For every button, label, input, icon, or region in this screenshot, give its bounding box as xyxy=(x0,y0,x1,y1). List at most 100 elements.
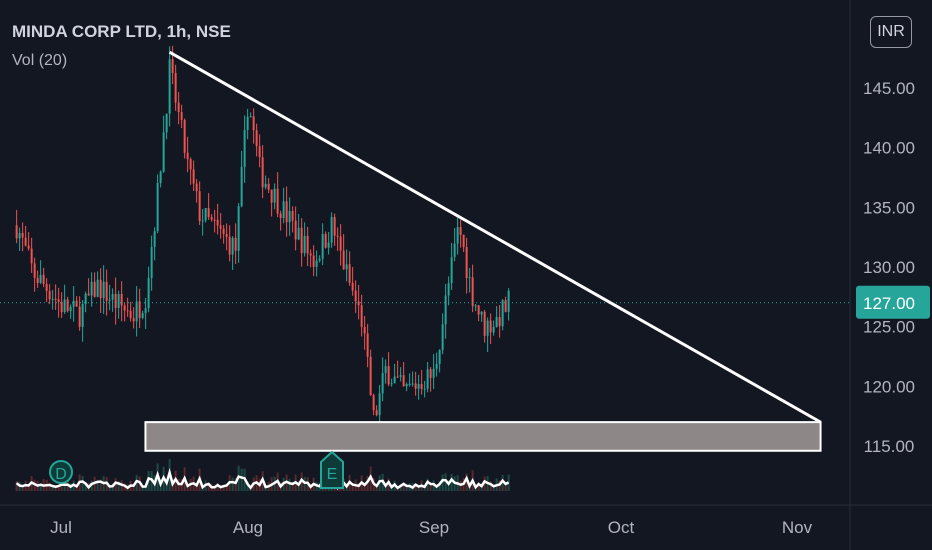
candle-body xyxy=(144,308,147,314)
candle-body xyxy=(225,233,228,237)
price-axis: 145.00 140.00 135.00 130.00 125.00 120.00 115.… xyxy=(849,0,930,550)
candle-body xyxy=(156,182,159,232)
candle-body xyxy=(414,383,417,389)
candle-body xyxy=(357,301,360,306)
candle-body xyxy=(426,369,429,389)
candle-body xyxy=(420,383,423,389)
candle-body xyxy=(462,234,465,248)
candle-body xyxy=(18,232,21,239)
candle-body xyxy=(327,242,330,248)
volume-bar xyxy=(414,483,417,491)
candle-body xyxy=(312,255,315,267)
candle-body xyxy=(351,282,354,291)
volume-bar xyxy=(504,482,507,491)
volume-bar xyxy=(81,476,84,491)
volume-bar xyxy=(51,487,54,491)
candle-body xyxy=(303,235,306,254)
price-tick-label: 135.00 xyxy=(863,198,915,217)
event-marker-label: D xyxy=(55,466,67,483)
candle-body xyxy=(117,294,120,308)
candle-body xyxy=(258,146,261,158)
candle-body xyxy=(405,384,408,387)
candle-body xyxy=(495,317,498,328)
last-price-badge xyxy=(856,285,930,319)
candle-body xyxy=(108,299,111,301)
candle-body xyxy=(390,383,393,385)
candle-body xyxy=(336,235,339,237)
last-price-label: 127.00 xyxy=(863,294,915,313)
volume-bar xyxy=(399,485,402,491)
candle-body xyxy=(423,388,426,390)
candle-body xyxy=(165,113,168,133)
event-marker-d[interactable]: D xyxy=(49,460,73,484)
volume-bar xyxy=(444,473,447,491)
volume-bar xyxy=(216,482,219,491)
candle-body xyxy=(444,295,447,325)
candle-body xyxy=(72,300,75,307)
currency-button[interactable]: INR xyxy=(870,16,912,48)
volume-indicator-label[interactable]: Vol (20) xyxy=(12,52,68,69)
candle-body xyxy=(69,306,72,312)
candle-body xyxy=(384,366,387,374)
time-tick-label: Oct xyxy=(608,518,635,537)
support-zone-rectangle[interactable] xyxy=(144,421,822,452)
candle-body xyxy=(381,373,384,394)
volume-bar xyxy=(108,486,111,491)
candle-body xyxy=(90,281,93,296)
candle-body xyxy=(231,237,234,255)
candle-body xyxy=(372,395,375,411)
volume-bar xyxy=(114,478,117,491)
candle-body xyxy=(240,166,243,207)
candle-body xyxy=(261,157,264,188)
descending-trendline[interactable] xyxy=(168,50,822,424)
candle-body xyxy=(447,283,450,296)
symbol-title[interactable]: MINDA CORP LTD, 1h, NSE xyxy=(12,22,231,41)
candle-body xyxy=(306,235,309,254)
volume-bar xyxy=(144,485,147,491)
volume-bar xyxy=(366,476,369,491)
candle-body xyxy=(111,294,114,300)
candle-body xyxy=(141,313,144,318)
volume-bar xyxy=(21,485,24,491)
time-tick-label: Sep xyxy=(419,518,449,537)
candle-body xyxy=(39,274,42,283)
candle-body xyxy=(399,375,402,377)
candle-body xyxy=(21,232,24,238)
candle-body xyxy=(267,183,270,190)
volume-bar xyxy=(99,479,102,491)
candle-body xyxy=(147,277,150,309)
candle-body xyxy=(132,318,135,322)
volume-bar xyxy=(435,486,438,491)
candle-body xyxy=(318,258,321,261)
volume-bar xyxy=(501,474,504,491)
candle-body xyxy=(486,320,489,336)
candle-body xyxy=(213,219,216,221)
candle-body xyxy=(129,310,132,319)
drawing-overlays[interactable] xyxy=(0,50,850,452)
event-marker-e[interactable]: E xyxy=(320,450,344,489)
volume-series xyxy=(15,459,510,491)
price-tick-label: 120.00 xyxy=(863,377,915,396)
candle-body xyxy=(93,281,96,297)
candle-body xyxy=(99,279,102,298)
event-marker-label: E xyxy=(327,466,338,483)
candle-body xyxy=(189,159,192,170)
candle-body xyxy=(360,305,363,328)
candle-body xyxy=(348,264,351,283)
candle-body xyxy=(42,274,45,284)
candle-body xyxy=(450,257,453,284)
candle-body xyxy=(333,217,336,236)
candle-body xyxy=(105,281,108,301)
candlestick-series xyxy=(15,45,510,425)
candle-body xyxy=(345,264,348,270)
volume-bar xyxy=(240,468,243,491)
candle-body xyxy=(471,277,474,307)
candle-body xyxy=(417,383,420,389)
candle-body xyxy=(186,152,189,160)
candle-body xyxy=(192,169,195,184)
candle-body xyxy=(45,283,48,291)
candle-body xyxy=(222,228,225,234)
volume-bar xyxy=(222,484,225,491)
